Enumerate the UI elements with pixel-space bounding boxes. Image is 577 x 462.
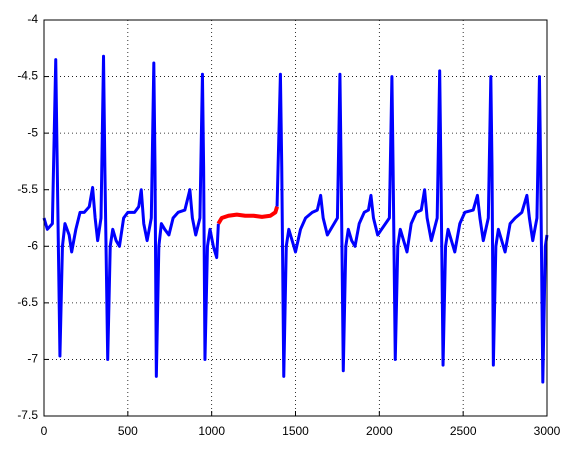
x-tick-label: 2000 [366, 424, 393, 438]
y-tick-label: -5 [27, 125, 38, 139]
y-tick-label: -4.5 [17, 69, 38, 83]
x-tick-label: 0 [41, 424, 48, 438]
data-line [216, 206, 279, 225]
y-tick-label: -5.5 [17, 182, 38, 196]
x-tick-label: 1500 [282, 424, 309, 438]
x-tick-label: 3000 [534, 424, 561, 438]
y-tick-label: -6 [27, 238, 38, 252]
y-tick-label: -6.5 [17, 295, 38, 309]
x-tick-label: 500 [118, 424, 138, 438]
axes-box [43, 19, 548, 417]
y-tick-label: -4 [27, 12, 38, 26]
data-line [275, 69, 549, 384]
x-tick-label: 2500 [450, 424, 477, 438]
data-line [42, 54, 220, 378]
plot-area: 0 500 1000 1500 2000 2500 3000 -4 -4.5 -5 -5.5 -6 -6… [17, 12, 560, 438]
y-tick-label: -7 [27, 352, 38, 366]
y-tick-label: -7.5 [17, 408, 38, 422]
x-tick-label: 1000 [198, 424, 225, 438]
